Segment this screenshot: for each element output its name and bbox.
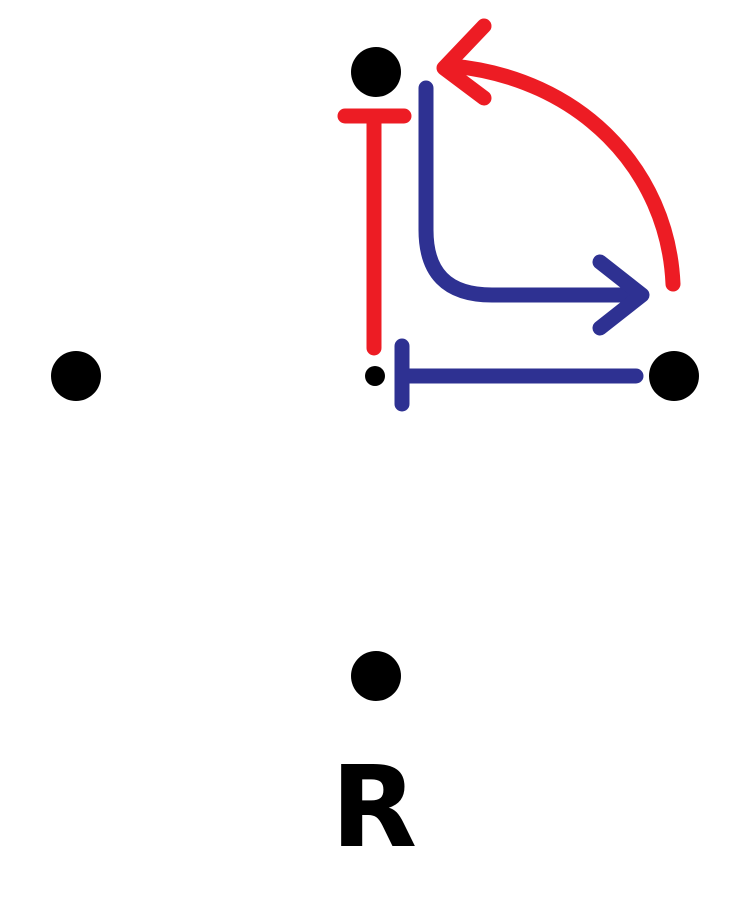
red-translation-marker	[337, 108, 412, 356]
diagram-label: R	[331, 743, 417, 873]
point-right	[649, 351, 699, 401]
point-bottom	[351, 651, 401, 701]
blue-rotation-arrow	[418, 80, 650, 336]
blue-translation-marker	[394, 338, 644, 412]
point-center	[365, 366, 385, 386]
point-top	[351, 47, 401, 97]
red-rotation-arrow	[436, 18, 681, 292]
point-left	[51, 351, 101, 401]
